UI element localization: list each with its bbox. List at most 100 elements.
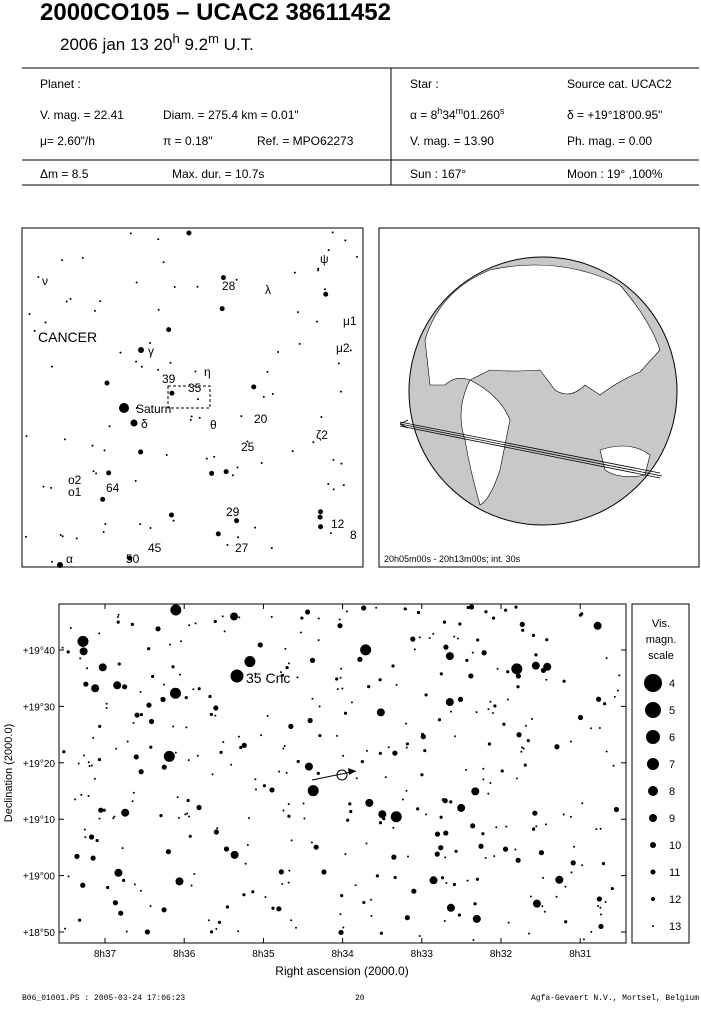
chart-star [520,750,523,753]
chart-star [113,681,122,690]
chart-star [248,817,251,820]
chart-star [445,652,454,661]
chart-star [290,839,293,842]
chart-star [313,844,319,850]
chart-star [188,624,191,627]
chart-star [446,903,455,912]
date: 2006 jan 13 20h 9.2m U.T. [60,31,254,55]
chart-star [335,677,339,681]
chart-star [77,918,82,922]
chart-star [376,708,385,717]
chart-star [114,868,123,877]
finder-star [129,232,132,235]
shadow-edge [399,421,661,474]
finder-label: ψ [320,252,329,266]
chart-star [378,751,382,755]
info-ref: Ref. = MPO62273 [257,134,354,148]
chart-star [172,725,175,728]
chart-star [378,810,387,819]
chart-star [452,882,456,887]
scale-title: scale [648,650,674,662]
chart-star [211,773,214,776]
chart-star [98,807,104,813]
finder-star [190,415,193,418]
chart-star [514,848,517,851]
chart-star [390,811,402,823]
finder-label: 29 [226,505,240,519]
chart-star [531,718,534,721]
scale-title: magn. [646,634,677,646]
finder-label: λ [265,283,271,297]
chart-star [90,855,96,861]
chart-star [523,763,527,767]
chart-star [443,644,449,650]
finder-star [103,449,106,452]
chart-star [466,605,470,610]
chart-star [82,754,85,757]
chart-star [163,683,166,686]
chart-star [521,628,525,632]
chart-star [349,809,353,814]
globe [399,256,678,526]
finder-star [44,321,47,324]
chart-star [365,749,368,752]
scale-dot [650,842,656,848]
chart-star [375,606,378,609]
finder-label: 28 [222,279,236,293]
chart-star [80,793,83,796]
info-source: Source cat. UCAC2 [567,77,672,91]
chart-star [317,617,320,620]
finder-star [186,230,192,236]
chart-star [516,685,520,689]
chart-star [532,899,541,908]
info-dm: Δm = 8.5 [40,167,89,181]
footer-left: B06_01001.PS : 2005-03-24 17:06:23 [22,994,185,1003]
chart-star [144,929,150,935]
chart-star [196,754,199,757]
finder-star [25,435,28,438]
chart-star [476,638,480,642]
finder-star [135,281,138,284]
chart-star [260,734,263,737]
chart-star [280,673,285,677]
chart-star [406,855,409,858]
field-box [167,385,211,409]
chart-star [381,817,384,820]
chart-star [444,856,447,859]
chart-star [285,665,289,670]
finder-star [296,311,299,314]
chart-star [410,636,416,642]
info-phmag: Ph. mag. = 0.00 [567,134,652,148]
chart-star [601,862,606,866]
finder-star [157,308,160,311]
chart-star [341,687,344,690]
chart-star [454,849,458,853]
chart-star [487,792,490,795]
chart-star [241,742,247,748]
chart-star [98,632,101,635]
info-planet_label: Planet : [40,77,81,91]
finder-label: μ2 [336,341,350,355]
chart-star [66,650,70,654]
chart-star [254,778,257,781]
finder-star [75,537,78,540]
chart-star [418,935,421,938]
chart-star [590,930,593,933]
chart-star [443,920,446,923]
chart-star [283,744,286,747]
chart-star [342,926,345,929]
finder-label: 12 [331,517,345,531]
chart-star [160,697,164,701]
info-star_vmag: V. mag. = 13.90 [410,134,494,148]
finder-star [270,547,273,550]
x-tick-label: 8h33 [411,949,434,960]
chart-star [429,876,438,885]
finder-label: ζ2 [316,428,328,442]
chart-star [170,604,182,616]
chart-star [302,802,305,805]
chart-star [112,900,119,906]
chart-star [475,711,478,714]
chart-star [239,745,243,750]
finder-label: δ [141,417,148,431]
chart-star [564,885,567,888]
